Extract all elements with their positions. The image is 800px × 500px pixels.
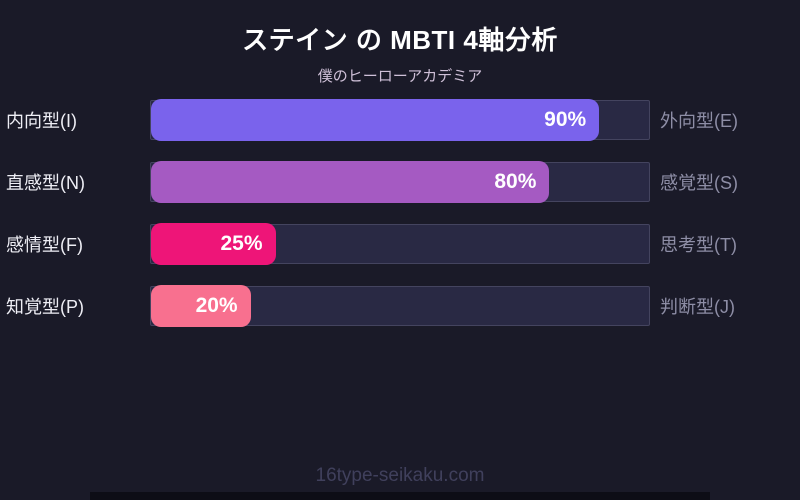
bar-left-label: 知覚型(P) [6, 297, 84, 317]
bar-track: 80% [150, 161, 650, 203]
bottom-strip [90, 492, 710, 500]
bar-track: 25% [150, 223, 650, 265]
bar-left-label: 内向型(I) [6, 111, 77, 131]
bar-row-introvert-extrovert: 内向型(I) 90% 外向型(E) [0, 99, 800, 141]
bar-right-label: 外向型(E) [660, 111, 738, 131]
bar-right-label: 判断型(J) [660, 297, 735, 317]
bar-right-label: 感覚型(S) [660, 173, 738, 193]
bar-fill: 25% [151, 223, 276, 265]
bar-value-label: 20% [195, 294, 238, 317]
chart-header: ステイン の MBTI 4軸分析 僕のヒーローアカデミア [0, 20, 800, 86]
bar-fill: 20% [151, 285, 251, 327]
bar-left-label: 感情型(F) [6, 235, 83, 255]
bar-fill: 80% [151, 161, 550, 203]
bar-fill: 90% [151, 99, 600, 141]
bar-track: 90% [150, 99, 650, 141]
page-title: ステイン の MBTI 4軸分析 [242, 25, 558, 55]
bar-chart: 内向型(I) 90% 外向型(E) 直感型(N) 80% 感覚型(S) 感情型(… [0, 99, 800, 348]
bar-track: 20% [150, 285, 650, 327]
page-subtitle: 僕のヒーローアカデミア [317, 68, 483, 85]
bar-row-intuition-sensing: 直感型(N) 80% 感覚型(S) [0, 161, 800, 203]
bar-left-label: 直感型(N) [6, 173, 85, 193]
bar-value-label: 80% [494, 170, 537, 193]
bar-value-label: 25% [220, 232, 263, 255]
watermark: 16type-seikaku.com [315, 465, 485, 486]
bar-row-perceiving-judging: 知覚型(P) 20% 判断型(J) [0, 285, 800, 327]
bar-row-feeling-thinking: 感情型(F) 25% 思考型(T) [0, 223, 800, 265]
bar-value-label: 90% [544, 108, 587, 131]
bar-right-label: 思考型(T) [660, 235, 737, 255]
